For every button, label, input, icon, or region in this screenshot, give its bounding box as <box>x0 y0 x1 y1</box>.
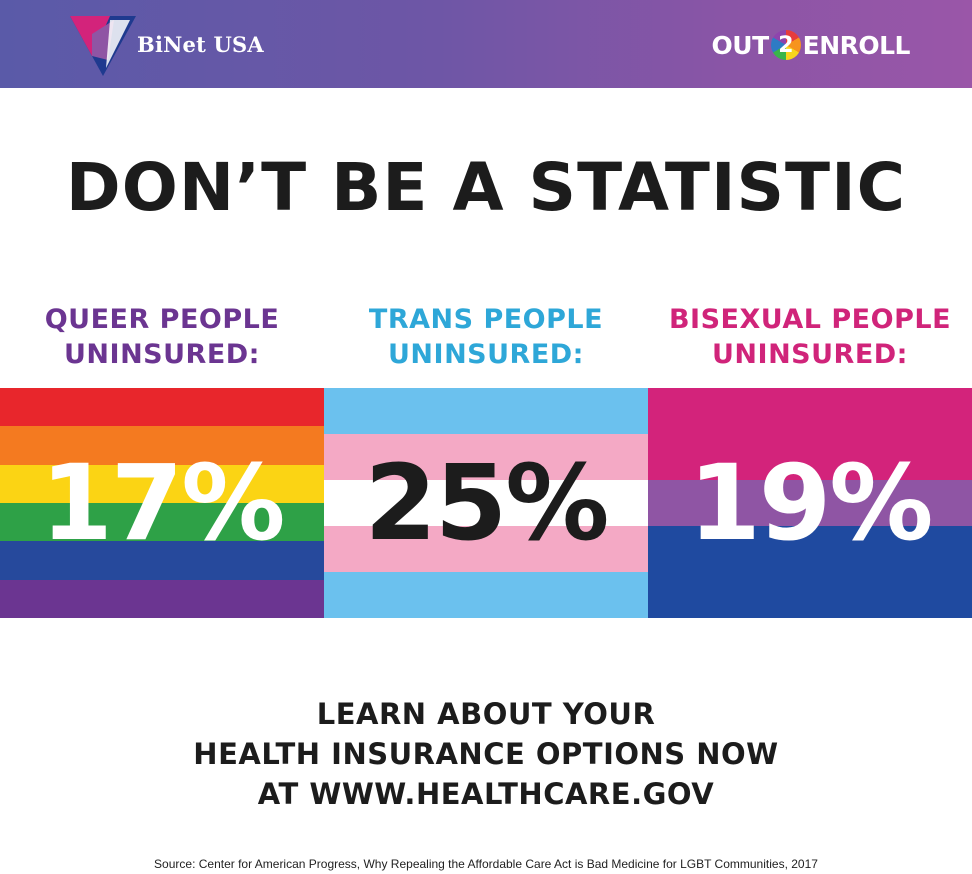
bisexual-uninsured-label: BISEXUAL PEOPLE UNINSURED: <box>648 302 972 372</box>
out2enroll-out: OUT <box>711 30 770 60</box>
cta-line3: AT WWW.HEALTHCARE.GOV <box>257 777 715 811</box>
flag-stripe <box>324 480 648 526</box>
flag-stripe <box>324 526 648 572</box>
flag-stripe <box>0 426 324 465</box>
cta-line1: LEARN ABOUT YOUR <box>316 697 656 731</box>
flag-stripe <box>324 434 648 480</box>
rainbow-pride-flag: 17% <box>0 388 324 618</box>
out2enroll-logo: OUT 2 ENROLL <box>711 27 911 63</box>
flag-stripe <box>324 572 648 618</box>
flag-stripe <box>0 541 324 580</box>
trans-label-line2: UNINSURED: <box>388 339 584 370</box>
flag-stripe <box>648 480 972 526</box>
flag-stripe <box>0 388 324 427</box>
cta-line2: HEALTH INSURANCE OPTIONS NOW <box>193 737 779 771</box>
trans-label-line1: TRANS PEOPLE <box>368 304 604 335</box>
headline: DON’T BE A STATISTIC <box>65 149 907 226</box>
flag-stripe <box>648 388 972 480</box>
out2enroll-enroll: ENROLL <box>802 30 911 60</box>
source-citation: Source: Center for American Progress, Wh… <box>154 857 818 871</box>
rainbow-flag-stripes <box>0 388 324 618</box>
queer-uninsured-label: QUEER PEOPLE UNINSURED: <box>0 302 324 372</box>
binet-usa-name: BiNet USA <box>137 32 264 57</box>
queer-uninsured-percent: 17% <box>40 442 286 564</box>
call-to-action: LEARN ABOUT YOUR HEALTH INSURANCE OPTION… <box>0 694 972 814</box>
bisexual-uninsured-percent: 19% <box>688 442 934 564</box>
trans-flag-stripes <box>324 388 648 618</box>
queer-label-line1: QUEER PEOPLE <box>44 304 280 335</box>
flag-stripe <box>0 464 324 503</box>
flag-stripe <box>0 502 324 542</box>
trans-uninsured-percent: 25% <box>364 442 610 564</box>
bisexual-label-line1: BISEXUAL PEOPLE <box>668 304 952 335</box>
trans-pride-flag: 25% <box>324 388 648 618</box>
header-banner: BiNet USA OUT 2 ENROLL <box>0 0 972 88</box>
bisexual-label-line2: UNINSURED: <box>712 339 908 370</box>
bisexual-pride-flag: 19% <box>648 388 972 618</box>
flag-stripe <box>324 388 648 434</box>
trans-uninsured-label: TRANS PEOPLE UNINSURED: <box>324 302 648 372</box>
bisexual-flag-stripes <box>648 388 972 618</box>
out2enroll-rainbow-2: 2 <box>770 30 801 60</box>
binet-triangle-logo-icon <box>70 16 136 76</box>
flag-stripe <box>0 579 324 618</box>
queer-label-line2: UNINSURED: <box>64 339 260 370</box>
flag-stripe <box>648 526 972 618</box>
